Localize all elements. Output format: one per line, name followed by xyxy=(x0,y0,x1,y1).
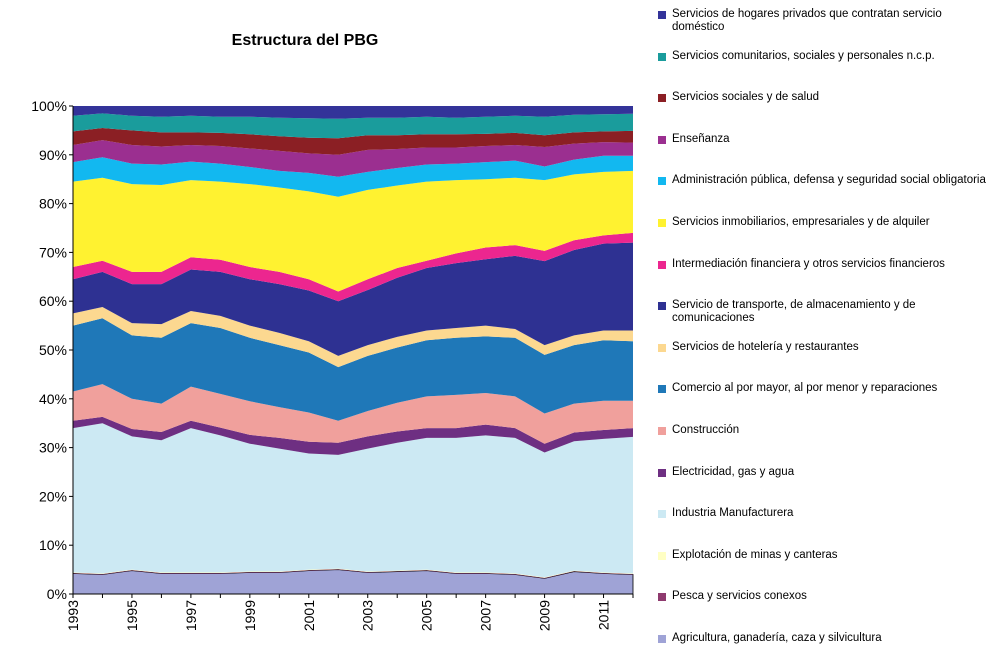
legend-item: Pesca y servicios conexos xyxy=(658,590,988,603)
area xyxy=(73,318,633,421)
legend-item: Servicios de hotelería y restaurantes xyxy=(658,341,988,354)
legend-item: Explotación de minas y canteras xyxy=(658,549,988,562)
y-tick-label: 10% xyxy=(39,537,67,553)
area xyxy=(73,232,633,302)
x-tick-label: 2011 xyxy=(596,600,612,630)
legend-swatch xyxy=(658,135,666,144)
area xyxy=(73,568,633,578)
legend-swatch xyxy=(658,510,666,519)
y-tick-label: 0% xyxy=(47,586,67,602)
legend-swatch xyxy=(658,11,666,19)
legend-item: Electricidad, gas y agua xyxy=(658,466,988,479)
legend-swatch xyxy=(658,52,666,61)
legend-swatch xyxy=(658,593,666,602)
legend-swatch xyxy=(658,385,666,394)
legend-item: Intermediación financiera y otros servic… xyxy=(658,258,988,271)
legend-label: Explotación de minas y canteras xyxy=(672,548,838,561)
legend-item: Construcción xyxy=(658,424,988,437)
x-tick-label: 1995 xyxy=(124,600,140,631)
x-tick-label: 2003 xyxy=(360,600,376,631)
area xyxy=(73,106,633,119)
legend-item: Servicios comunitarios, sociales y perso… xyxy=(658,50,988,63)
legend-label: Administración pública, defensa y seguri… xyxy=(672,174,986,187)
area xyxy=(73,416,633,455)
y-tick-label: 20% xyxy=(39,488,67,504)
x-tick-label: 2007 xyxy=(478,600,494,631)
legend-label: Electricidad, gas y agua xyxy=(672,465,795,478)
area xyxy=(73,155,633,197)
legend-item: Servicios inmobiliarios, empresariales y… xyxy=(658,216,988,229)
area xyxy=(73,140,633,177)
legend-swatch xyxy=(658,94,666,103)
legend-item: Comercio al por mayor, al por menor y re… xyxy=(658,382,988,395)
legend-item: Industria Manufacturera xyxy=(658,507,988,520)
legend-label: Agricultura, ganadería, caza y silvicult… xyxy=(672,632,882,644)
legend-swatch xyxy=(658,219,666,227)
x-tick-label: 2001 xyxy=(301,600,317,631)
y-tick-label: 30% xyxy=(39,440,67,456)
y-tick-label: 50% xyxy=(39,342,67,358)
y-tick-label: 90% xyxy=(39,147,67,163)
legend-item: Agricultura, ganadería, caza y silvicult… xyxy=(658,632,988,645)
legend-label: Enseñanza xyxy=(672,132,730,145)
area xyxy=(73,384,633,444)
area xyxy=(73,307,633,368)
legend-item: Servicio de transporte, de almacenamient… xyxy=(658,299,988,325)
y-tick-label: 100% xyxy=(31,98,67,114)
legend-swatch xyxy=(658,302,666,311)
x-tick-label: 1997 xyxy=(183,600,199,631)
legend-label: Construcción xyxy=(672,424,740,436)
y-tick-label: 80% xyxy=(39,196,67,212)
legend-label: Servicios de hogares privados que contra… xyxy=(672,8,942,33)
area xyxy=(73,170,633,292)
legend-swatch xyxy=(658,551,666,560)
area xyxy=(73,423,633,578)
legend-label: Pesca y servicios conexos xyxy=(672,590,807,603)
legend-label: Servicios sociales y de salud xyxy=(672,91,820,104)
y-tick-label: 40% xyxy=(39,391,67,407)
y-tick-label: 70% xyxy=(39,244,67,260)
legend-swatch xyxy=(658,343,666,352)
y-tick-label: 60% xyxy=(39,293,67,309)
legend-item: Servicios de hogares privados que contra… xyxy=(658,8,988,34)
area xyxy=(73,569,633,579)
legend-item: Administración pública, defensa y seguri… xyxy=(658,174,988,187)
legend-swatch xyxy=(658,468,666,477)
x-tick-label: 2009 xyxy=(537,600,553,631)
legend-label: Industria Manufacturera xyxy=(672,507,794,520)
legend-swatch xyxy=(658,427,666,435)
legend-label: Servicios comunitarios, sociales y perso… xyxy=(672,49,935,62)
legend-swatch xyxy=(658,260,666,269)
legend-label: Intermediación financiera y otros servic… xyxy=(672,257,945,270)
x-tick-label: 1999 xyxy=(242,600,258,631)
x-tick-label: 2005 xyxy=(419,600,435,631)
legend-item: Servicios sociales y de salud xyxy=(658,91,988,104)
legend-label: Servicios de hotelería y restaurantes xyxy=(672,340,859,353)
area xyxy=(73,127,633,155)
legend-item: Enseñanza xyxy=(658,133,988,146)
legend-label: Servicio de transporte, de almacenamient… xyxy=(672,299,916,325)
chart-title: Estructura del PBG xyxy=(232,32,379,49)
legend-label: Servicios inmobiliarios, empresariales y… xyxy=(672,216,930,228)
x-tick-label: 1993 xyxy=(65,600,81,631)
area xyxy=(73,113,633,139)
legend-label: Comercio al por mayor, al por menor y re… xyxy=(672,382,938,395)
legend-swatch xyxy=(658,635,666,643)
legend-swatch xyxy=(658,177,666,186)
area xyxy=(73,242,633,356)
